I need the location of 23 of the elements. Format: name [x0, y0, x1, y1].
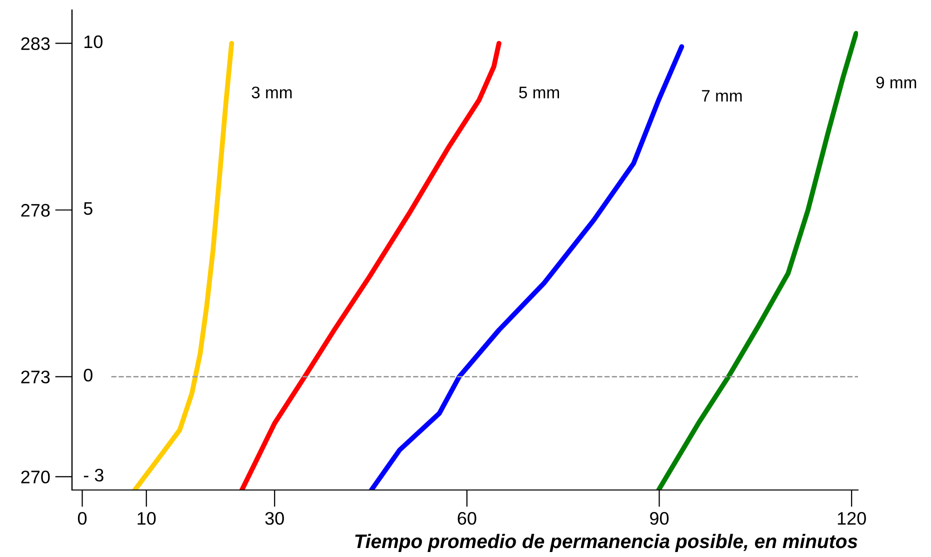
- y-tick-label: 270: [21, 470, 50, 484]
- x-tick-label: 30: [265, 512, 284, 525]
- x-tick-label: 90: [650, 512, 669, 525]
- text: 7 mm: [702, 90, 742, 102]
- x-axis-title: Tiempo promedio de permanencia posible, en minutos: [355, 534, 858, 552]
- x-tick-label: 10: [138, 512, 156, 525]
- line-series: [656, 30, 858, 490]
- y2-tick-label: - 3: [84, 468, 104, 482]
- series-label: 9 mm: [876, 76, 916, 88]
- series-label: 5 mm: [519, 86, 559, 98]
- y-tick-label: 283: [21, 37, 50, 50]
- line-series: [239, 40, 502, 490]
- x-tick-label: 120: [838, 512, 866, 525]
- y2-tick-label: 10: [84, 35, 102, 48]
- x-tick-label: 60: [458, 512, 476, 525]
- y-tick-label: 278: [21, 204, 50, 217]
- y2-tick-label: 0: [84, 368, 92, 382]
- y-tick-label: 273: [21, 370, 50, 384]
- line-series: [132, 40, 234, 490]
- line-series: [368, 44, 684, 490]
- series-label: 3 mm: [252, 86, 292, 98]
- x-tick-label: 0: [78, 512, 87, 525]
- y2-tick-label: 5: [84, 202, 92, 215]
